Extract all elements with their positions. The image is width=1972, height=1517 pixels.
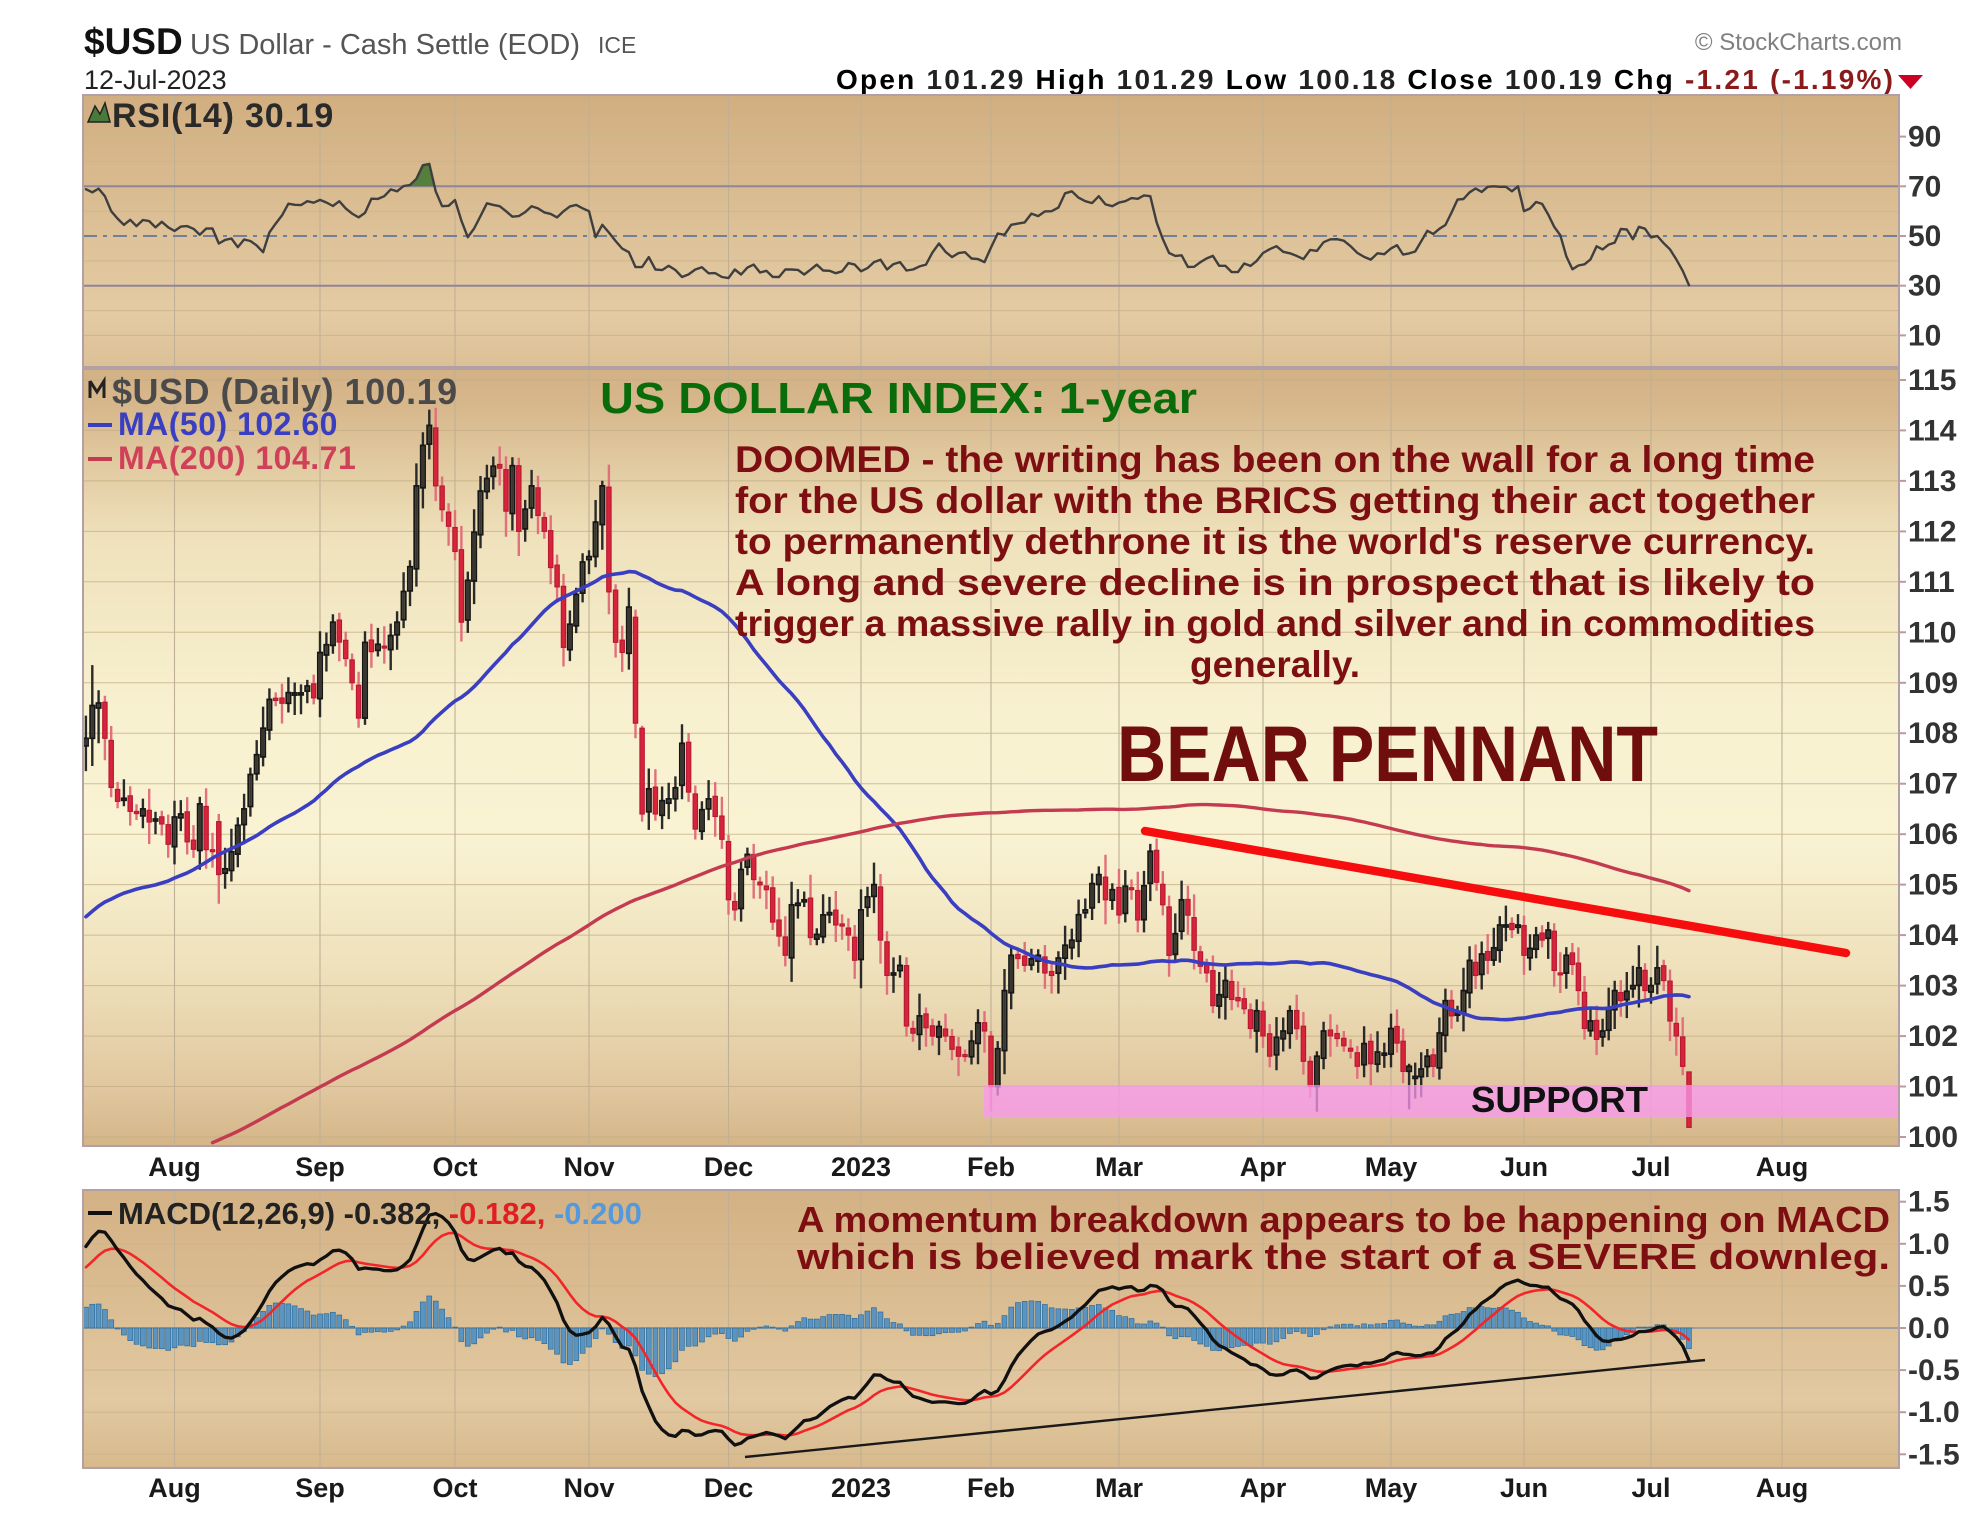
svg-text:106: 106 [1908, 818, 1958, 851]
svg-text:-1.5: -1.5 [1908, 1438, 1960, 1471]
svg-text:DOOMED - the writing has been: DOOMED - the writing has been on the wal… [735, 439, 1815, 480]
svg-text:MA(50) 102.60: MA(50) 102.60 [118, 406, 338, 442]
svg-text:Nov: Nov [563, 1152, 614, 1182]
svg-text:MACD(12,26,9) -0.382, -0.182,: MACD(12,26,9) -0.382, -0.182, -0.200 [118, 1196, 642, 1231]
svg-text:1.0: 1.0 [1908, 1228, 1950, 1261]
svg-text:104: 104 [1908, 919, 1958, 952]
svg-text:Mar: Mar [1095, 1473, 1144, 1503]
svg-text:Jun: Jun [1500, 1473, 1548, 1503]
svg-text:Sep: Sep [295, 1152, 345, 1182]
svg-text:90: 90 [1908, 121, 1941, 154]
svg-text:which is believed mark the sta: which is believed mark the start of a SE… [796, 1236, 1890, 1277]
svg-text:Open 101.29 High 101.29 Low: Open 101.29 High 101.29 Low 100.18 Close… [836, 64, 1893, 95]
svg-text:RSI(14) 30.19: RSI(14) 30.19 [112, 97, 334, 135]
svg-text:Aug: Aug [1756, 1473, 1808, 1503]
svg-text:Apr: Apr [1240, 1152, 1287, 1182]
svg-text:0.0: 0.0 [1908, 1312, 1950, 1345]
svg-text:Jun: Jun [1500, 1152, 1548, 1182]
svg-text:Jul: Jul [1631, 1152, 1670, 1182]
svg-text:MA(200) 104.71: MA(200) 104.71 [118, 440, 356, 476]
svg-text:50: 50 [1908, 220, 1941, 253]
svg-text:Feb: Feb [967, 1152, 1015, 1182]
svg-text:Aug: Aug [1756, 1152, 1808, 1182]
svg-text:114: 114 [1908, 414, 1957, 447]
svg-text:US Dollar - Cash Settle (EOD): US Dollar - Cash Settle (EOD) [190, 29, 580, 61]
svg-text:105: 105 [1908, 869, 1958, 902]
svg-text:© StockCharts.com: © StockCharts.com [1695, 29, 1902, 56]
svg-text:Dec: Dec [704, 1473, 754, 1503]
svg-text:Jul: Jul [1631, 1473, 1670, 1503]
svg-text:May: May [1365, 1152, 1418, 1182]
svg-text:109: 109 [1908, 667, 1958, 700]
svg-text:110: 110 [1908, 616, 1956, 649]
svg-text:BEAR PENNANT: BEAR PENNANT [1117, 709, 1658, 798]
svg-text:Apr: Apr [1240, 1473, 1287, 1503]
svg-text:ICE: ICE [598, 32, 636, 58]
svg-text:112: 112 [1908, 515, 1956, 548]
svg-text:Mar: Mar [1095, 1152, 1144, 1182]
svg-text:Oct: Oct [432, 1473, 477, 1503]
svg-text:12-Jul-2023: 12-Jul-2023 [84, 65, 227, 95]
svg-text:generally.: generally. [1190, 644, 1360, 685]
svg-text:-0.5: -0.5 [1908, 1354, 1960, 1387]
svg-text:A long and severe decline is i: A long and severe decline is in prospect… [735, 562, 1815, 603]
svg-text:$USD: $USD [84, 21, 183, 62]
svg-text:111: 111 [1908, 566, 1955, 599]
svg-text:Sep: Sep [295, 1473, 345, 1503]
svg-text:SUPPORT: SUPPORT [1471, 1079, 1648, 1120]
svg-text:2023: 2023 [831, 1152, 891, 1182]
svg-text:Aug: Aug [148, 1152, 200, 1182]
svg-text:115: 115 [1908, 364, 1956, 397]
svg-text:1.5: 1.5 [1908, 1186, 1950, 1219]
svg-text:trigger a massive rally in gol: trigger a massive rally in gold and silv… [735, 603, 1815, 644]
svg-text:Aug: Aug [148, 1473, 200, 1503]
svg-text:107: 107 [1908, 768, 1958, 801]
svg-text:108: 108 [1908, 717, 1958, 750]
svg-text:70: 70 [1908, 170, 1941, 203]
svg-text:Oct: Oct [432, 1152, 477, 1182]
svg-text:2023: 2023 [831, 1473, 891, 1503]
svg-text:A momentum breakdown appears t: A momentum breakdown appears to be happe… [797, 1199, 1890, 1240]
svg-text:103: 103 [1908, 970, 1958, 1003]
svg-text:May: May [1365, 1473, 1418, 1503]
svg-text:100: 100 [1908, 1121, 1958, 1154]
svg-text:for the US dollar with the BRI: for the US dollar with the BRICS getting… [735, 480, 1815, 521]
svg-text:101: 101 [1908, 1071, 1958, 1104]
svg-text:$USD (Daily) 100.19: $USD (Daily) 100.19 [112, 371, 458, 412]
svg-text:Dec: Dec [704, 1152, 754, 1182]
svg-text:Nov: Nov [563, 1473, 614, 1503]
svg-text:0.5: 0.5 [1908, 1270, 1950, 1303]
svg-text:Feb: Feb [967, 1473, 1015, 1503]
svg-text:-1.0: -1.0 [1908, 1396, 1960, 1429]
svg-text:113: 113 [1908, 465, 1956, 498]
svg-text:US DOLLAR INDEX: 1-year: US DOLLAR INDEX: 1-year [600, 374, 1197, 423]
svg-text:to permanently dethrone it is: to permanently dethrone it is the world'… [735, 521, 1815, 562]
svg-text:30: 30 [1908, 270, 1941, 303]
svg-text:10: 10 [1908, 319, 1941, 352]
svg-text:102: 102 [1908, 1020, 1958, 1053]
